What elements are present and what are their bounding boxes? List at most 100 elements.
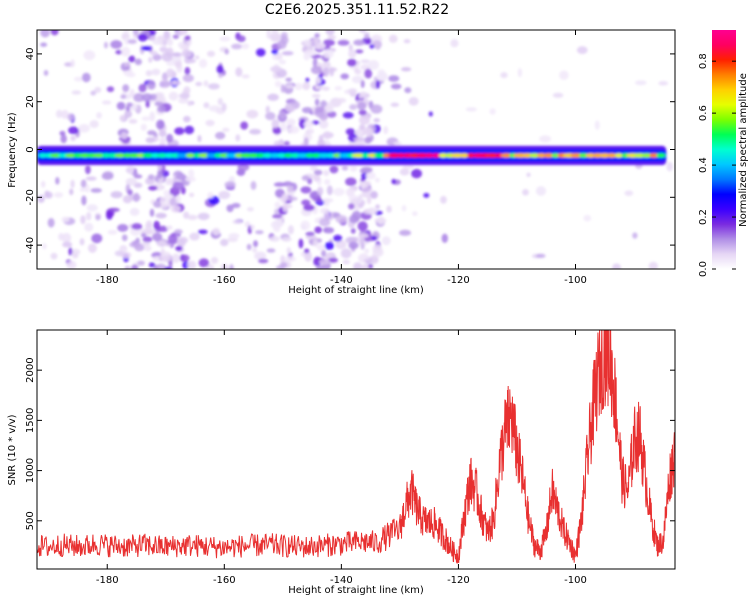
heatmap-cell	[183, 115, 191, 123]
heatmap-cell	[364, 68, 373, 79]
heatmap-cell	[313, 174, 321, 182]
heatmap-cell	[658, 81, 669, 86]
heatmap-cell	[390, 83, 402, 90]
heatmap-cell	[55, 177, 60, 185]
heatmap-cell	[214, 131, 226, 140]
heatmap-cell	[166, 225, 173, 230]
heatmap-cell	[194, 55, 200, 60]
heatmap-cell	[151, 68, 161, 76]
heatmap-cell	[149, 208, 155, 217]
snr-ytick-label: 2000	[25, 357, 36, 382]
heatmap-cell	[365, 127, 373, 138]
heatmap-cell	[134, 58, 142, 66]
heatmap-cell	[152, 54, 162, 61]
heatmap-band-cell	[276, 153, 287, 158]
heatmap-cell	[241, 74, 250, 79]
heatmap-cell	[85, 211, 92, 221]
heatmap-cell	[157, 225, 169, 232]
heatmap-cell	[351, 75, 364, 84]
heatmap-cell	[341, 165, 349, 171]
heatmap-cell	[149, 35, 156, 41]
heatmap-cell	[304, 49, 317, 57]
snr-panel: -180 -160 -140 -120 -100 500 1000 1500 2000 Hei…	[7, 329, 676, 596]
heatmap-cell	[403, 39, 411, 44]
heatmap-cell	[147, 130, 157, 136]
heatmap-cell	[110, 191, 123, 199]
heatmap-cell	[66, 260, 77, 269]
heatmap-cell	[301, 106, 313, 114]
spectrogram-ytick-label: -20	[25, 189, 36, 205]
heatmap-cell	[353, 39, 365, 46]
heatmap-cell	[303, 204, 315, 211]
heatmap-cell	[353, 137, 366, 142]
heatmap-cell	[101, 100, 112, 105]
heatmap-cell	[648, 261, 658, 269]
heatmap-cell	[280, 121, 287, 132]
heatmap-cell	[237, 35, 246, 43]
heatmap-cell	[361, 172, 368, 180]
heatmap-cell	[219, 36, 231, 42]
heatmap-band-cell	[361, 153, 371, 158]
heatmap-cell	[157, 169, 163, 180]
heatmap-cell	[117, 223, 129, 232]
heatmap-cell	[294, 82, 303, 91]
heatmap-cell	[349, 104, 357, 111]
heatmap-cell	[325, 104, 333, 111]
heatmap-cell	[123, 30, 130, 34]
heatmap-cell	[119, 114, 126, 122]
heatmap-cell	[358, 124, 366, 130]
snr-xtick-label: -160	[213, 575, 236, 586]
heatmap-cell	[300, 186, 312, 194]
colorbar-tick-label: 0.2	[698, 209, 709, 225]
heatmap-cell	[163, 189, 170, 197]
heatmap-cell	[126, 102, 133, 108]
heatmap-band-cell	[536, 153, 547, 158]
spectrogram-ytick-label: -40	[25, 237, 36, 253]
heatmap-cell	[197, 229, 208, 235]
spectrogram-xtick-label: -160	[213, 275, 236, 286]
heatmap-cell	[319, 120, 329, 129]
heatmap-cell	[41, 180, 46, 188]
heatmap-cell	[423, 192, 430, 198]
heatmap-cell	[120, 94, 127, 100]
heatmap-cell	[326, 185, 333, 196]
heatmap-cell	[632, 232, 638, 239]
heatmap-cell	[184, 66, 191, 75]
heatmap-cell	[373, 76, 378, 81]
heatmap-cell	[272, 214, 283, 219]
heatmap-cell	[79, 238, 85, 246]
heatmap-cell	[61, 232, 72, 243]
heatmap-cell	[197, 212, 210, 221]
heatmap-cell	[90, 188, 102, 193]
heatmap-cell	[141, 116, 151, 121]
heatmap-cell	[147, 80, 156, 90]
heatmap-cell	[160, 80, 172, 88]
heatmap-cell	[316, 77, 322, 85]
heatmap-cell	[155, 212, 167, 219]
heatmap-cell	[206, 50, 216, 57]
heatmap-cell	[161, 52, 174, 62]
heatmap-cell	[356, 128, 364, 138]
heatmap-cell	[369, 44, 375, 49]
heatmap-cell	[320, 100, 327, 108]
heatmap-cell	[73, 76, 84, 82]
heatmap-cell	[286, 118, 296, 127]
heatmap-cell	[189, 192, 195, 198]
heatmap-cell	[401, 205, 407, 212]
heatmap-cell	[312, 239, 319, 247]
heatmap-cell	[187, 260, 197, 269]
spectrogram-y-ticks: -40 -20 0 20 40	[25, 48, 675, 253]
heatmap-cell	[156, 240, 168, 248]
heatmap-cell	[84, 222, 94, 232]
heatmap-cell	[148, 185, 158, 191]
heatmap-cell	[280, 84, 285, 93]
heatmap-band-cell	[206, 153, 217, 158]
heatmap-cell	[316, 42, 326, 50]
heatmap-cell	[279, 110, 287, 119]
heatmap-cell	[156, 92, 165, 99]
heatmap-cell	[67, 113, 75, 122]
heatmap-cell	[347, 88, 358, 94]
snr-ytick-label: 500	[25, 511, 36, 530]
heatmap-cell	[303, 248, 310, 254]
heatmap-cell	[250, 181, 257, 190]
